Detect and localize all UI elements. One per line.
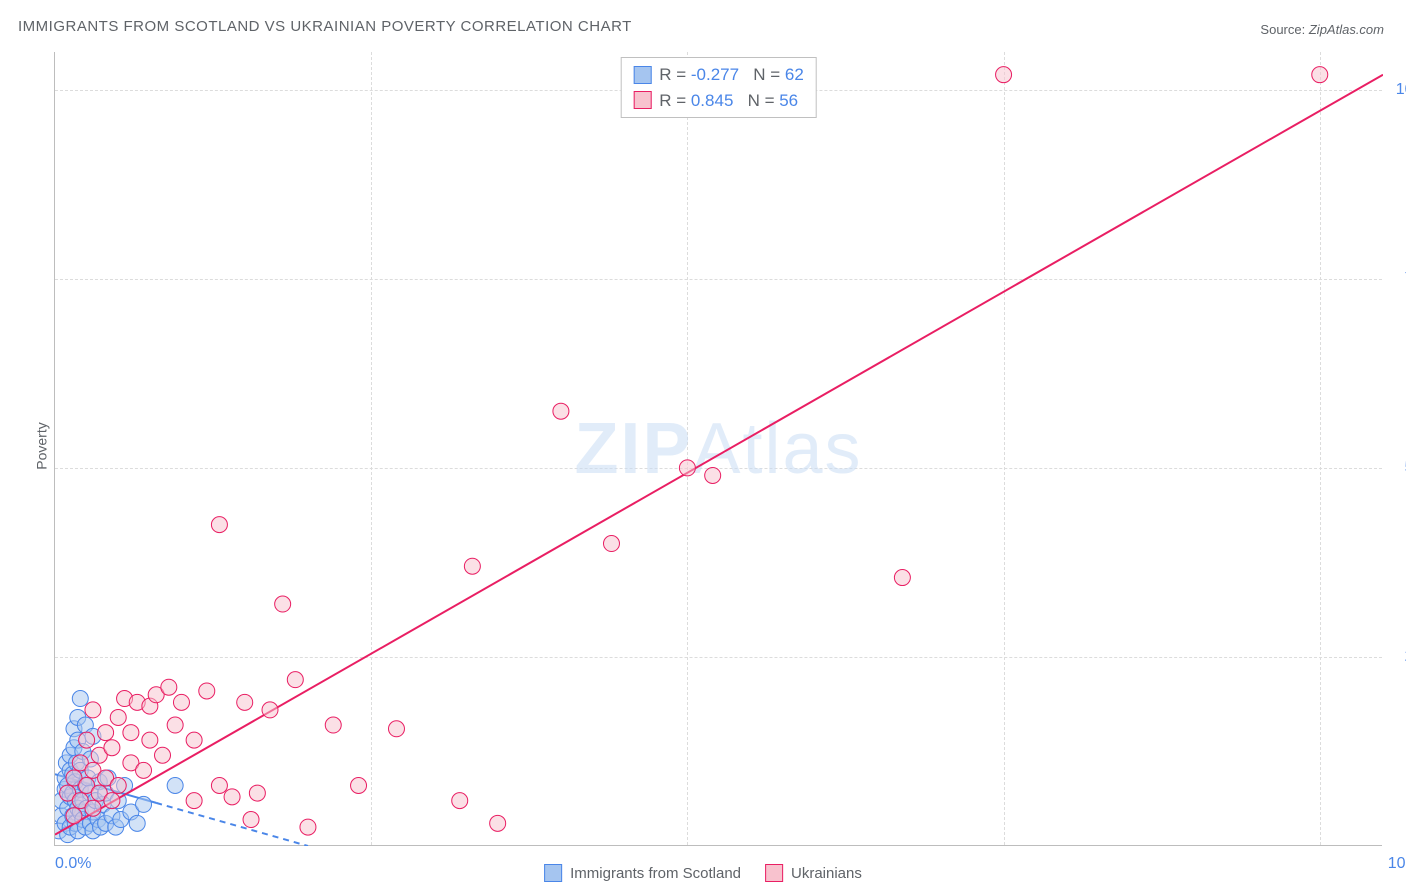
legend-swatch <box>544 864 562 882</box>
data-point <box>173 694 189 710</box>
chart-svg <box>55 52 1383 846</box>
data-point <box>237 694 253 710</box>
correlation-text: R = -0.277 N = 62 <box>659 62 804 88</box>
data-point <box>1312 67 1328 83</box>
y-tick-label: 25.0% <box>1390 648 1406 666</box>
data-point <box>85 702 101 718</box>
legend-label: Immigrants from Scotland <box>570 865 741 882</box>
correlation-row: R = -0.277 N = 62 <box>633 62 804 88</box>
data-point <box>155 747 171 763</box>
legend-swatch <box>633 66 651 84</box>
source-label: Source: <box>1260 22 1305 37</box>
data-point <box>98 725 114 741</box>
data-point <box>211 517 227 533</box>
data-point <box>167 717 183 733</box>
data-point <box>894 570 910 586</box>
data-point <box>679 460 695 476</box>
correlation-text: R = 0.845 N = 56 <box>659 88 798 114</box>
correlation-row: R = 0.845 N = 56 <box>633 88 804 114</box>
y-axis-label: Poverty <box>34 422 50 469</box>
x-tick-label: 100.0% <box>1388 855 1406 873</box>
x-tick-label: 0.0% <box>55 855 91 873</box>
y-tick-label: 50.0% <box>1390 459 1406 477</box>
data-point <box>262 702 278 718</box>
data-point <box>104 793 120 809</box>
data-point <box>199 683 215 699</box>
series-legend: Immigrants from Scotland Ukrainians <box>536 862 870 884</box>
data-point <box>224 789 240 805</box>
data-point <box>110 778 126 794</box>
data-point <box>553 403 569 419</box>
data-point <box>211 778 227 794</box>
data-point <box>110 709 126 725</box>
data-point <box>452 793 468 809</box>
data-point <box>388 721 404 737</box>
data-point <box>351 778 367 794</box>
data-point <box>490 815 506 831</box>
data-point <box>287 672 303 688</box>
data-point <box>136 762 152 778</box>
legend-swatch <box>765 864 783 882</box>
data-point <box>72 691 88 707</box>
data-point <box>275 596 291 612</box>
correlation-legend: R = -0.277 N = 62R = 0.845 N = 56 <box>620 57 817 118</box>
data-point <box>996 67 1012 83</box>
data-point <box>603 536 619 552</box>
data-point <box>243 812 259 828</box>
data-point <box>129 815 145 831</box>
chart-title: IMMIGRANTS FROM SCOTLAND VS UKRAINIAN PO… <box>18 18 632 35</box>
y-tick-label: 100.0% <box>1390 81 1406 99</box>
data-point <box>167 778 183 794</box>
source-attribution: Source: ZipAtlas.com <box>1260 22 1384 37</box>
data-point <box>249 785 265 801</box>
data-point <box>325 717 341 733</box>
trend-line-dashed <box>156 803 308 846</box>
data-point <box>161 679 177 695</box>
trend-line <box>55 75 1383 835</box>
data-point <box>79 732 95 748</box>
data-point <box>464 558 480 574</box>
source-value: ZipAtlas.com <box>1309 22 1384 37</box>
data-point <box>300 819 316 835</box>
y-tick-label: 75.0% <box>1390 270 1406 288</box>
legend-label: Ukrainians <box>791 865 862 882</box>
data-point <box>136 796 152 812</box>
data-point <box>142 732 158 748</box>
data-point <box>104 740 120 756</box>
legend-swatch <box>633 91 651 109</box>
plot-area: ZIPAtlas R = -0.277 N = 62R = 0.845 N = … <box>54 52 1382 846</box>
data-point <box>85 800 101 816</box>
data-point <box>186 732 202 748</box>
data-point <box>186 793 202 809</box>
legend-item: Immigrants from Scotland <box>544 864 741 882</box>
data-point <box>123 725 139 741</box>
legend-item: Ukrainians <box>765 864 862 882</box>
data-point <box>66 808 82 824</box>
data-point <box>705 467 721 483</box>
